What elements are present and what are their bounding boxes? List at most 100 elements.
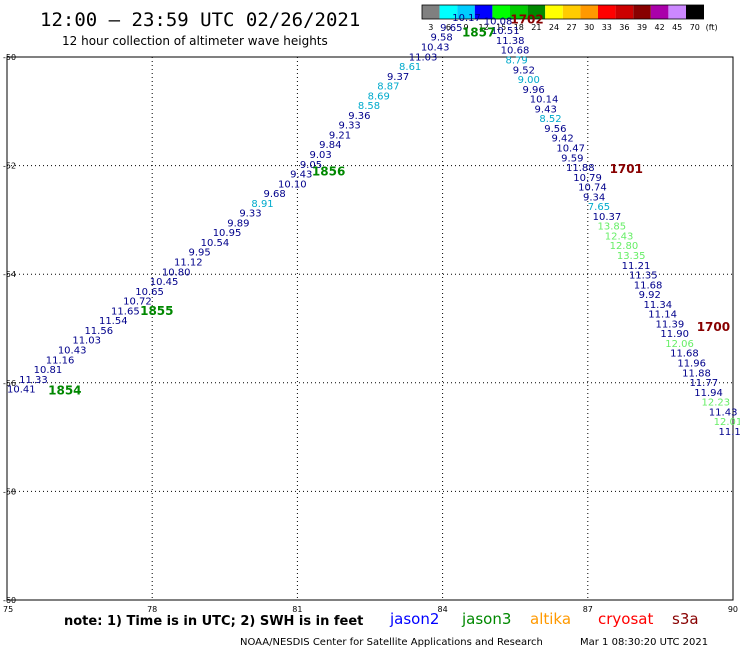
satellite-legend: jason2 jason3 altika cryosat s3a	[389, 610, 699, 628]
pass-label-1857: 1857	[462, 25, 495, 39]
wave-height-value: 10.43	[58, 345, 87, 356]
scale-swatch-33	[598, 5, 616, 19]
scale-label-27: 27	[567, 23, 577, 32]
pass-label-1701: 1701	[610, 162, 643, 176]
chart-subtitle: 12 hour collection of altimeter wave hei…	[62, 34, 328, 48]
wave-height-value: 10.45	[150, 277, 179, 288]
wave-height-value: 11.35	[629, 271, 658, 282]
wave-height-value: 11.68	[634, 280, 663, 291]
scale-label-12: 12	[479, 23, 489, 32]
pass-label-1700: 1700	[697, 320, 730, 334]
scale-swatch-15	[492, 5, 510, 19]
wave-height-value: 8.52	[539, 114, 561, 125]
wave-height-value: 13.85	[597, 222, 626, 233]
wave-height-value: 10.47	[556, 143, 585, 154]
wave-height-value: 8.91	[251, 199, 273, 210]
scale-label-9: 9	[463, 23, 468, 32]
wave-height-value: 11.1	[718, 427, 740, 438]
scale-swatch-18	[510, 5, 528, 19]
wave-height-value: 10.54	[201, 238, 230, 249]
wave-height-value: 11.90	[660, 329, 689, 340]
wave-height-value: 9.00	[518, 75, 540, 86]
y-tick-label: -54	[3, 270, 16, 279]
scale-label-45: 45	[672, 23, 682, 32]
wave-height-value: 9.33	[239, 209, 261, 220]
scale-label-36: 36	[619, 23, 629, 32]
footer-timestamp: Mar 1 08:30:20 UTC 2021	[580, 637, 708, 648]
wave-height-value: 11.88	[566, 163, 595, 174]
satellite-jason2: jason2	[389, 610, 439, 628]
wave-height-value: 10.37	[593, 212, 622, 223]
wave-height-value: 9.33	[339, 121, 361, 132]
scale-label-18: 18	[514, 23, 524, 32]
pass-label-1854: 1854	[48, 384, 81, 398]
wave-height-value: 9.84	[319, 140, 341, 151]
chart-title: 12:00 – 23:59 UTC 02/26/2021	[40, 9, 360, 31]
wave-height-value: 11.16	[46, 355, 75, 366]
y-tick-label: -56	[3, 379, 16, 388]
wave-height-value: 9.37	[387, 72, 409, 83]
wave-height-value: 9.59	[561, 153, 583, 164]
wave-height-value: 9.89	[227, 218, 249, 229]
wave-height-value: 9.56	[544, 124, 566, 135]
scale-label-33: 33	[602, 23, 612, 32]
wave-height-value: 10.81	[34, 365, 63, 376]
wave-height-value: 10.80	[162, 267, 191, 278]
y-tick-label: -60	[3, 596, 16, 605]
wave-height-value: 10.51	[491, 26, 520, 37]
scale-border	[421, 4, 705, 20]
pass-label-1856: 1856	[312, 164, 345, 178]
scale-swatch-12	[474, 5, 493, 19]
x-tick-label: 84	[438, 605, 448, 614]
scale-swatch-42	[650, 5, 669, 19]
wave-height-value: 11.56	[84, 326, 113, 337]
wave-height-value: 11.77	[689, 378, 718, 389]
wave-height-value: 11.14	[648, 310, 677, 321]
pass-number-labels: 1854 1855 1856 1857 1702 1701 1700	[48, 12, 730, 397]
satellite-s3a: s3a	[672, 610, 699, 628]
scale-label-6: 6	[446, 23, 451, 32]
wave-height-value: 8.79	[506, 56, 528, 67]
wave-height-value: 9.92	[639, 290, 661, 301]
wave-height-value: 11.12	[174, 258, 203, 269]
wave-height-value: 10.68	[501, 46, 530, 57]
scale-swatch-70	[686, 5, 704, 19]
wave-height-value: 12.23	[702, 398, 731, 409]
scale-label-24: 24	[549, 23, 559, 32]
wave-height-value: 11.88	[682, 368, 711, 379]
wave-height-value: 11.03	[409, 52, 438, 63]
color-scale-legend: 3 6 9 12 15 18 21 24 27 30 33 36 39 42 45 70 (ft)	[421, 4, 718, 32]
wave-height-value: 11.21	[622, 261, 651, 272]
wave-height-value: 9.36	[348, 111, 370, 122]
scale-label-15: 15	[496, 23, 506, 32]
scale-label-30: 30	[584, 23, 594, 32]
wave-height-value: 10.74	[578, 183, 607, 194]
wave-height-value: 9.34	[583, 192, 605, 203]
footer-credit: NOAA/NESDIS Center for Satellite Applica…	[240, 637, 543, 648]
wave-height-value: 10.14	[530, 95, 559, 106]
scale-swatch-39	[633, 5, 651, 19]
x-tick-label: 87	[583, 605, 593, 614]
wave-height-value: 12.06	[665, 339, 694, 350]
wave-height-value: 12.01	[714, 417, 740, 428]
x-tick-label: 78	[147, 605, 157, 614]
wave-height-value: 11.33	[19, 375, 48, 386]
wave-height-value: 11.96	[677, 359, 706, 370]
wave-height-value: 11.34	[643, 300, 672, 311]
units-note: note: 1) Time is in UTC; 2) SWH is in fe…	[64, 614, 363, 629]
scale-label-39: 39	[637, 23, 647, 32]
scale-swatch-6	[439, 5, 458, 19]
wave-height-value: 11.03	[72, 336, 101, 347]
wave-height-value: 9.96	[522, 85, 544, 96]
scale-unit: (ft)	[706, 23, 718, 32]
wave-height-value: 10.65	[135, 287, 164, 298]
scale-label-3: 3	[428, 23, 433, 32]
scale-swatch-27	[562, 5, 581, 19]
wave-height-value: 10.41	[7, 385, 36, 396]
wave-height-value: 11.54	[99, 316, 128, 327]
wave-height-value: 11.39	[656, 319, 685, 330]
satellite-cryosat: cryosat	[598, 610, 653, 628]
scale-swatch-24	[545, 5, 563, 19]
